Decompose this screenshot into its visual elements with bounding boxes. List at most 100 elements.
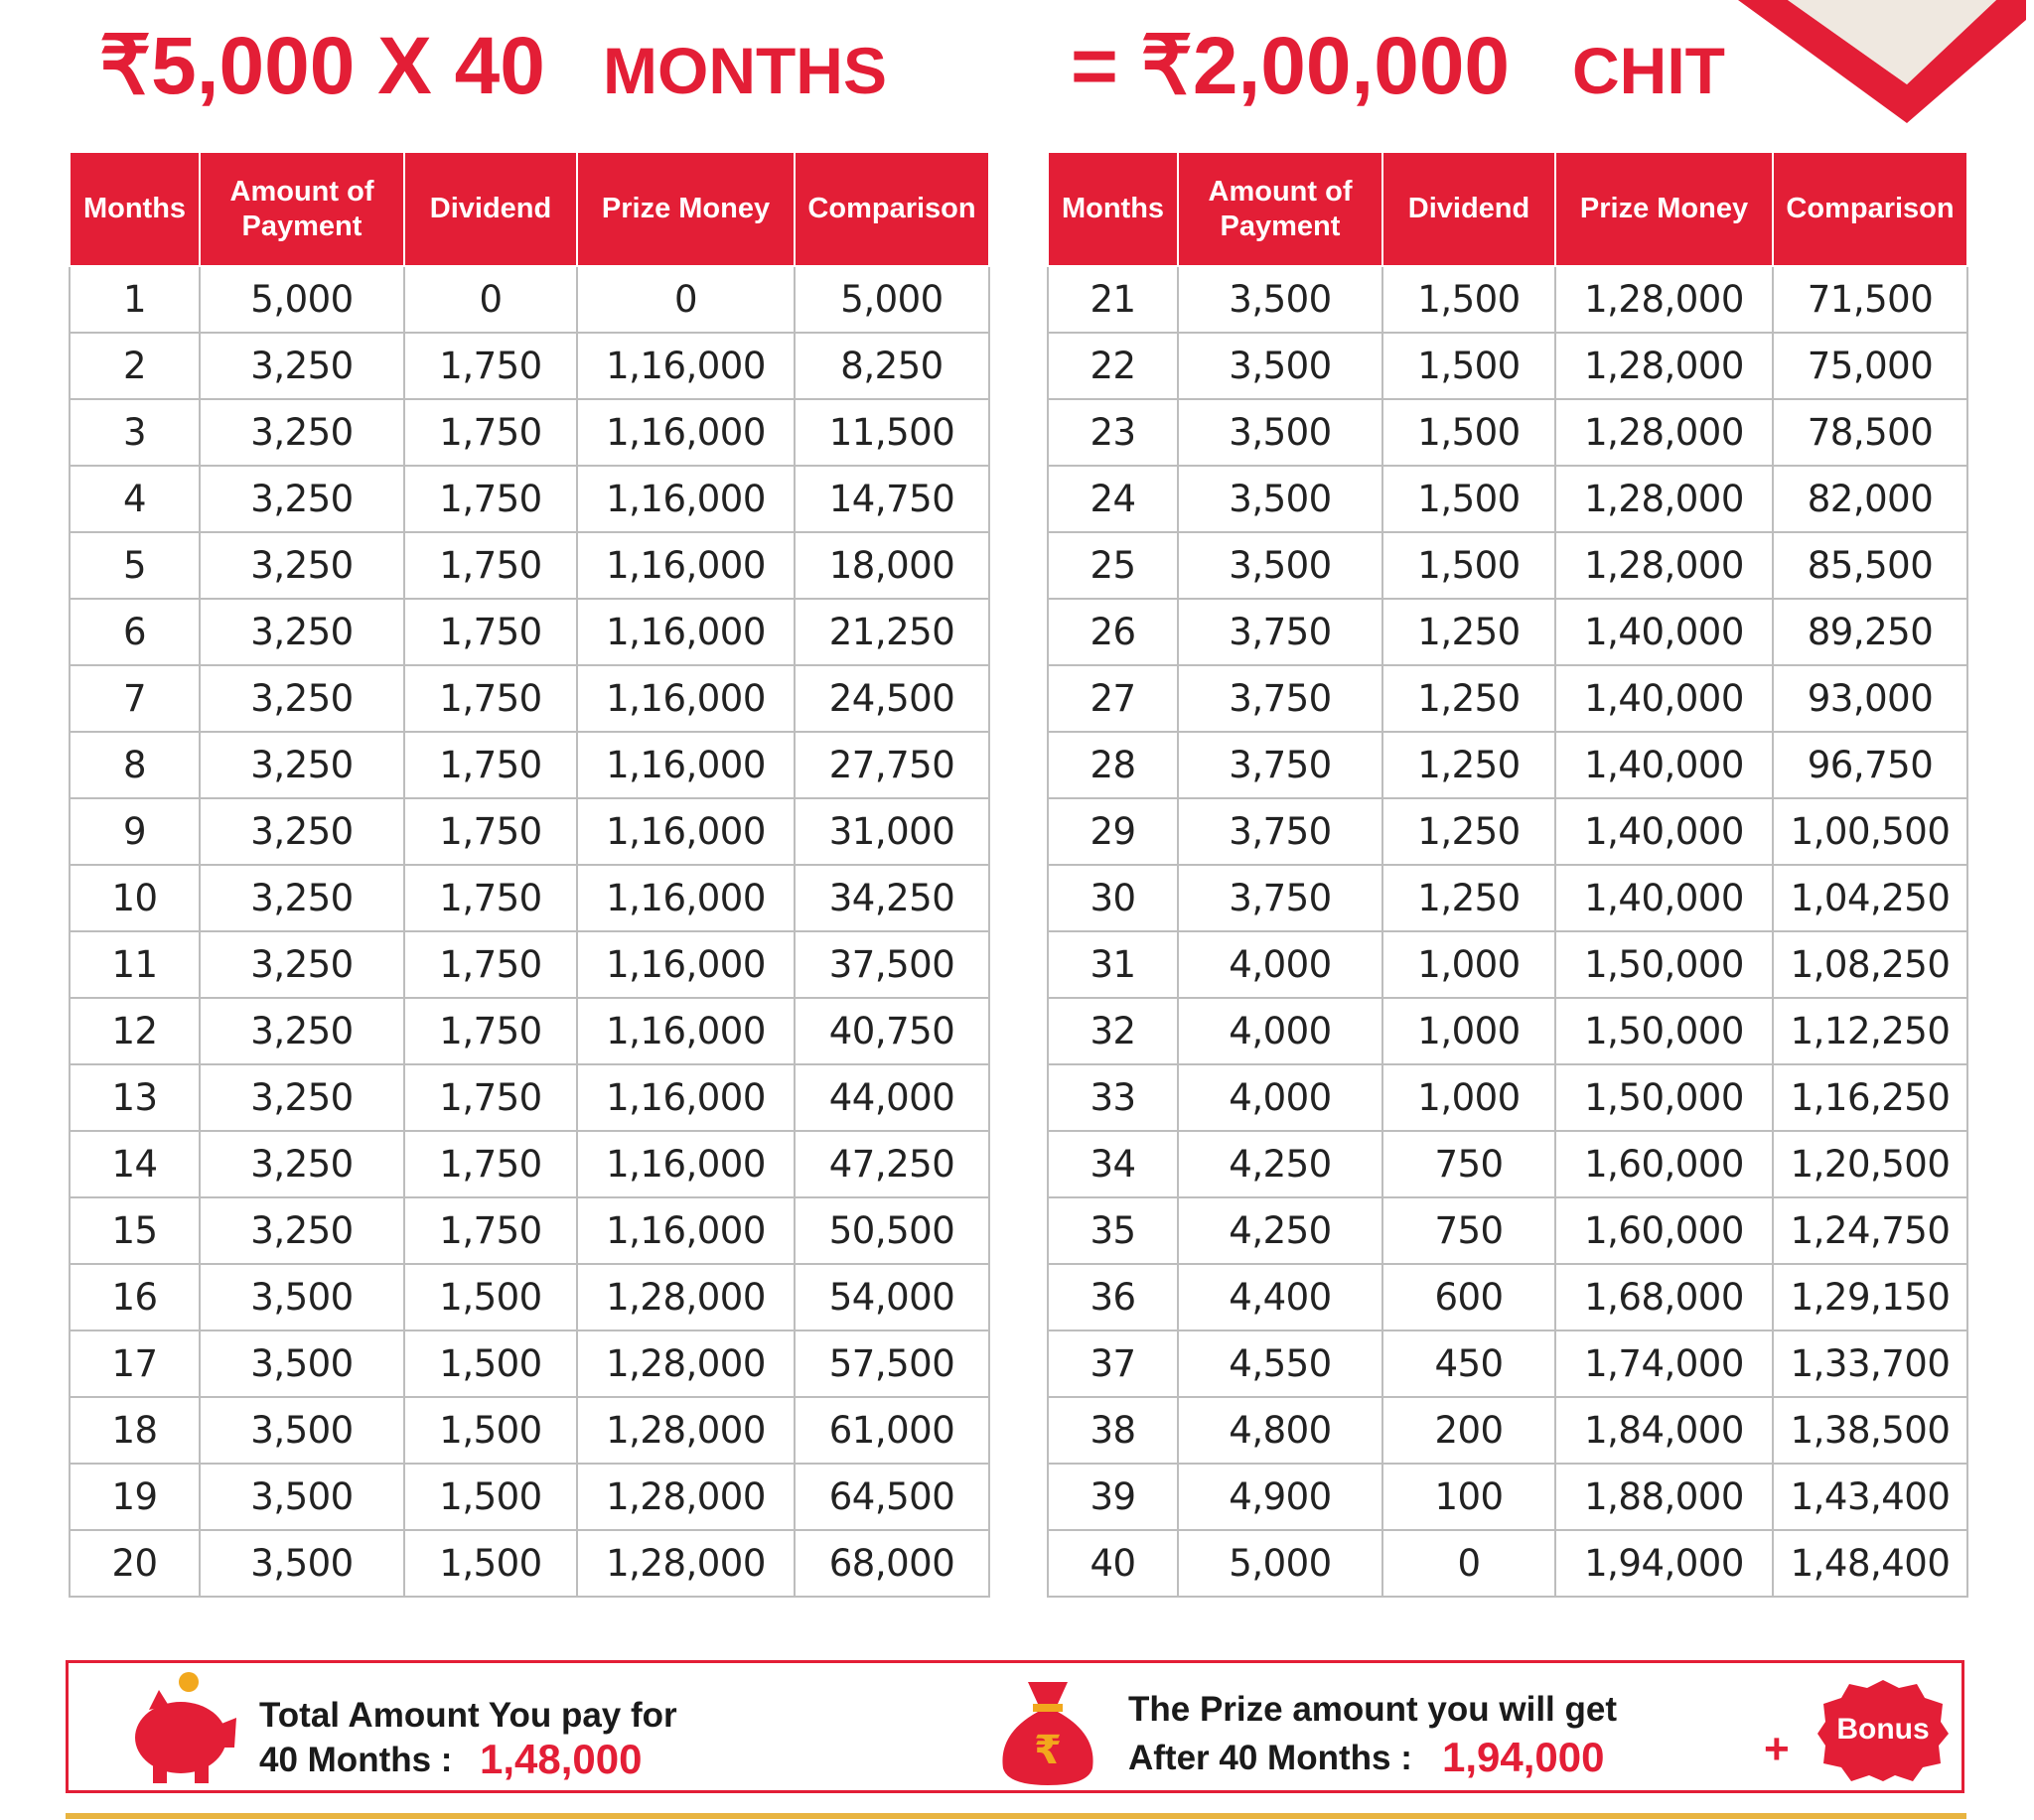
header-row: Months Amount of Payment Dividend Prize Mon… (1047, 153, 1968, 267)
table-row: 19 3,500 1,500 1,28,000 64,500 (69, 1463, 990, 1531)
table-cell: 1,28,000 (576, 1263, 796, 1331)
table-cell: 1,16,000 (576, 465, 796, 533)
table-cell: 1,250 (1381, 797, 1556, 866)
table-cell: 1,28,000 (576, 1396, 796, 1465)
table-cell: 3,250 (199, 531, 405, 600)
column-header: Dividend (1381, 153, 1556, 267)
table-cell: 3,500 (1177, 465, 1383, 533)
table-cell: 3,750 (1177, 731, 1383, 799)
table-cell: 3 (69, 398, 201, 467)
column-header: Dividend (403, 153, 578, 267)
table-row: 38 4,800 200 1,84,000 1,38,500 (1047, 1396, 1968, 1465)
table-cell: 1,000 (1381, 930, 1556, 999)
table-cell: 8,250 (794, 332, 990, 400)
table-cell: 1,750 (403, 598, 578, 666)
table-cell: 64,500 (794, 1463, 990, 1531)
table-cell: 1,500 (1381, 398, 1556, 467)
table-cell: 1,88,000 (1554, 1463, 1774, 1531)
table-cell: 3,500 (1177, 332, 1383, 400)
footer-amount: 1,48,000 (480, 1736, 643, 1782)
table-cell: 3,750 (1177, 598, 1383, 666)
table-cell: 1,68,000 (1554, 1263, 1774, 1331)
table-row: 20 3,500 1,500 1,28,000 68,000 (69, 1529, 990, 1598)
table-row: 18 3,500 1,500 1,28,000 61,000 (69, 1396, 990, 1465)
table-cell: 3,500 (199, 1463, 405, 1531)
table-cell: 1,500 (403, 1263, 578, 1331)
table-cell: 1,250 (1381, 864, 1556, 932)
table-cell: 1,750 (403, 531, 578, 600)
table-row: 12 3,250 1,750 1,16,000 40,750 (69, 997, 990, 1065)
table-cell: 1,28,000 (1554, 531, 1774, 600)
table-row: 26 3,750 1,250 1,40,000 89,250 (1047, 598, 1968, 666)
plus-sign: + (1764, 1725, 1790, 1773)
table-cell: 100 (1381, 1463, 1556, 1531)
table-cell: 4,550 (1177, 1330, 1383, 1398)
table-cell: 1,20,500 (1772, 1130, 1968, 1198)
table-cell: 1,50,000 (1554, 930, 1774, 999)
table-cell: 12 (69, 997, 201, 1065)
table-row: 9 3,250 1,750 1,16,000 31,000 (69, 797, 990, 866)
money-bag-icon: ₹ (1002, 1682, 1093, 1785)
table-cell: 5,000 (794, 265, 990, 334)
table-cell: 1,750 (403, 731, 578, 799)
table-cell: 89,250 (1772, 598, 1968, 666)
table-cell: 1,16,000 (576, 1063, 796, 1132)
table-row: 4 3,250 1,750 1,16,000 14,750 (69, 465, 990, 533)
table-row: 5 3,250 1,750 1,16,000 18,000 (69, 531, 990, 600)
table-cell: 4,800 (1177, 1396, 1383, 1465)
table-cell: 1,000 (1381, 997, 1556, 1065)
column-header: Prize Money (1554, 153, 1774, 267)
table-cell: 2 (69, 332, 201, 400)
table-row: 17 3,500 1,500 1,28,000 57,500 (69, 1330, 990, 1398)
table-cell: 1,500 (403, 1463, 578, 1531)
table-cell: 1,74,000 (1554, 1330, 1774, 1398)
table-cell: 1,94,000 (1554, 1529, 1774, 1598)
table-cell: 9 (69, 797, 201, 866)
table-cell: 5,000 (199, 265, 405, 334)
table-cell: 1,750 (403, 332, 578, 400)
table-row: 34 4,250 750 1,60,000 1,20,500 (1047, 1130, 1968, 1198)
table-cell: 450 (1381, 1330, 1556, 1398)
table-cell: 1,28,000 (576, 1529, 796, 1598)
table-row: 21 3,500 1,500 1,28,000 71,500 (1047, 265, 1968, 334)
table-cell: 4,000 (1177, 930, 1383, 999)
table-cell: 26 (1047, 598, 1179, 666)
table-cell: 8 (69, 731, 201, 799)
table-row: 2 3,250 1,750 1,16,000 8,250 (69, 332, 990, 400)
table-cell: 38 (1047, 1396, 1179, 1465)
table-cell: 96,750 (1772, 731, 1968, 799)
table-cell: 25 (1047, 531, 1179, 600)
table-row: 10 3,250 1,750 1,16,000 34,250 (69, 864, 990, 932)
table-cell: 78,500 (1772, 398, 1968, 467)
table-cell: 27,750 (794, 731, 990, 799)
table-row: 13 3,250 1,750 1,16,000 44,000 (69, 1063, 990, 1132)
table-cell: 1,08,250 (1772, 930, 1968, 999)
table-cell: 1,500 (1381, 265, 1556, 334)
table-cell: 4,900 (1177, 1463, 1383, 1531)
table-cell: 3,250 (199, 1196, 405, 1265)
table-cell: 29 (1047, 797, 1179, 866)
table-cell: 1,16,000 (576, 864, 796, 932)
column-header: Amount of Payment (199, 153, 405, 267)
table-cell: 85,500 (1772, 531, 1968, 600)
table-row: 15 3,250 1,750 1,16,000 50,500 (69, 1196, 990, 1265)
table-cell: 750 (1381, 1196, 1556, 1265)
table-row: 36 4,400 600 1,68,000 1,29,150 (1047, 1263, 1968, 1331)
table-cell: 36 (1047, 1263, 1179, 1331)
table-cell: 31 (1047, 930, 1179, 999)
table-cell: 7 (69, 664, 201, 733)
table-cell: 40 (1047, 1529, 1179, 1598)
table-cell: 3,250 (199, 398, 405, 467)
table-cell: 24 (1047, 465, 1179, 533)
table-cell: 1,28,000 (1554, 465, 1774, 533)
footer-text: After 40 Months : (1128, 1739, 1412, 1777)
table-cell: 1,500 (1381, 332, 1556, 400)
header-text: ₹5,000 X 40 (99, 21, 545, 111)
table-cell: 1,60,000 (1554, 1196, 1774, 1265)
table-cell: 37,500 (794, 930, 990, 999)
table-cell: 14,750 (794, 465, 990, 533)
table-row: 14 3,250 1,750 1,16,000 47,250 (69, 1130, 990, 1198)
table-cell: 1,500 (403, 1529, 578, 1598)
bottom-rule (66, 1813, 1966, 1819)
footer-text: 40 Months : (259, 1741, 453, 1779)
